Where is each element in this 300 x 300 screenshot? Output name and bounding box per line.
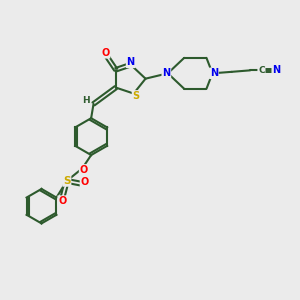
Text: O: O (101, 48, 110, 58)
Text: N: N (127, 57, 135, 67)
Text: N: N (162, 68, 170, 78)
Text: N: N (272, 65, 281, 75)
Text: O: O (80, 165, 88, 175)
Text: H: H (82, 96, 90, 105)
Text: N: N (210, 68, 218, 78)
Text: S: S (63, 176, 70, 186)
Text: O: O (58, 196, 66, 206)
Text: S: S (133, 91, 140, 101)
Text: C: C (258, 66, 265, 75)
Text: O: O (80, 177, 89, 188)
